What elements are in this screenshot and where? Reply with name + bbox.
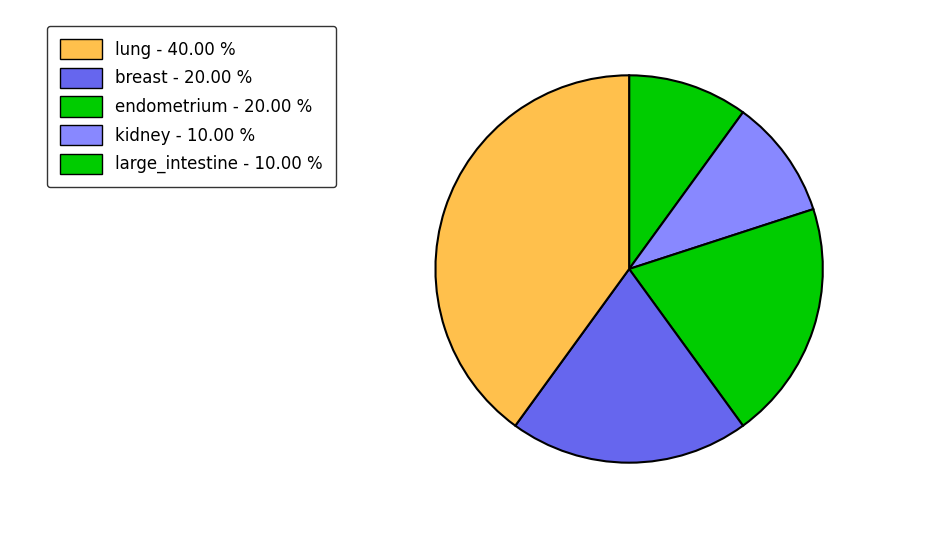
Wedge shape — [629, 75, 743, 269]
Wedge shape — [436, 75, 629, 426]
Wedge shape — [629, 209, 823, 426]
Legend: lung - 40.00 %, breast - 20.00 %, endometrium - 20.00 %, kidney - 10.00 %, large: lung - 40.00 %, breast - 20.00 %, endome… — [47, 25, 336, 187]
Wedge shape — [516, 269, 743, 463]
Wedge shape — [629, 112, 813, 269]
